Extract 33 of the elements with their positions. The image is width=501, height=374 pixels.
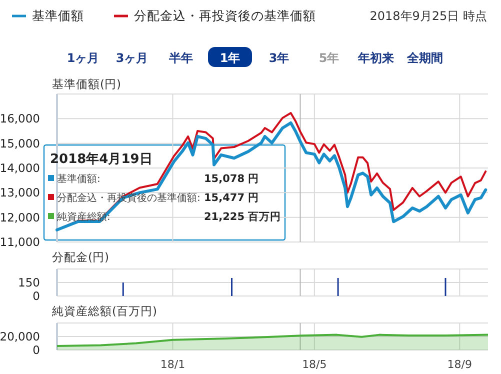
annotation: 基準価額: bbox=[57, 173, 100, 185]
y-tick-label: 150 bbox=[18, 276, 40, 290]
text: 年初来 bbox=[357, 51, 394, 65]
legend-label: 分配金込・再投資後の基準価額 bbox=[134, 8, 316, 23]
text: 1ヶ月 bbox=[66, 51, 100, 65]
x-tick-label: 18/5 bbox=[302, 358, 327, 371]
y-tick-label: 15,000 bbox=[0, 136, 40, 150]
text: 5年 bbox=[318, 51, 340, 65]
y-axis-title: 分配金(円) bbox=[52, 250, 109, 264]
y-tick-label: 14,000 bbox=[0, 161, 40, 175]
text: 2018年9月25日 時点 bbox=[370, 9, 487, 23]
text: 3年 bbox=[268, 51, 290, 65]
text: 3ヶ月 bbox=[116, 51, 148, 65]
y-tick-label: 13,000 bbox=[0, 186, 40, 200]
text: 1年 bbox=[220, 51, 240, 65]
y-tick-label: 0 bbox=[32, 289, 40, 303]
y-tick-label: 0 bbox=[32, 343, 40, 357]
legend-label: 基準価額 bbox=[32, 8, 84, 23]
y-axis-title: 純資産総額(百万円) bbox=[52, 304, 157, 318]
x-tick-label: 18/9 bbox=[447, 358, 472, 371]
x-tick-label: 18/1 bbox=[160, 358, 186, 371]
y-tick-label: 20,000 bbox=[0, 330, 40, 344]
text: 半年 bbox=[168, 51, 193, 65]
y-tick-label: 16,000 bbox=[0, 112, 40, 126]
y-tick-label: 11,000 bbox=[0, 235, 40, 249]
text: 全期間 bbox=[406, 51, 443, 65]
annotation: 21,225 百万円 bbox=[204, 211, 282, 223]
y-tick-label: 12,000 bbox=[0, 210, 40, 224]
annotation: 15,477 円 bbox=[204, 192, 260, 204]
annotation: 2018年4月19日 bbox=[50, 152, 152, 167]
annotation: 15,078 円 bbox=[204, 173, 260, 185]
y-axis-title: 基準価額(円) bbox=[52, 77, 121, 91]
annotation: 分配金込・再投資後の基準価額: bbox=[57, 192, 200, 204]
